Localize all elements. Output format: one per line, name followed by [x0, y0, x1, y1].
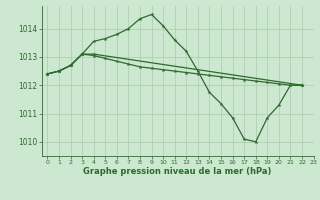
X-axis label: Graphe pression niveau de la mer (hPa): Graphe pression niveau de la mer (hPa): [84, 167, 272, 176]
